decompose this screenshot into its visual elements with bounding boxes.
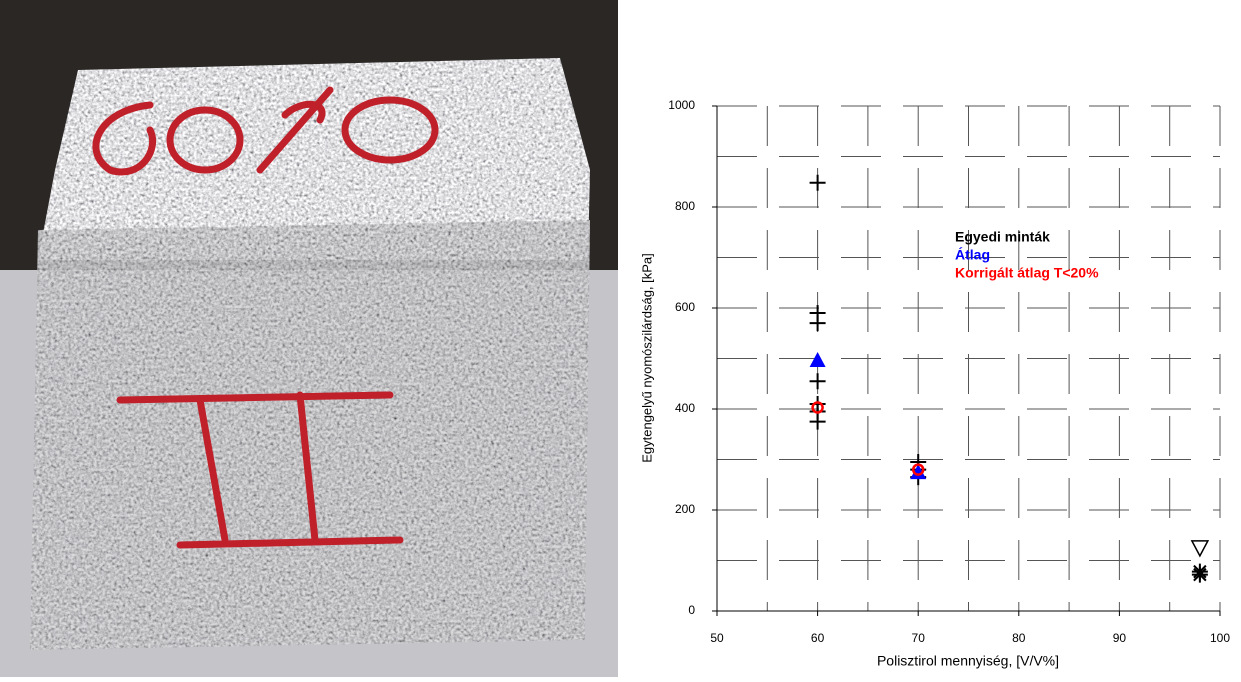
- x-axis-label: Polisztirol mennyiség, [V/V%]: [877, 653, 1059, 669]
- y-tick-label: 600: [675, 300, 695, 314]
- y-tick-label: 400: [675, 401, 695, 415]
- photo: [0, 0, 618, 677]
- y-tick-label: 800: [675, 199, 695, 213]
- scatter-point: [810, 414, 826, 430]
- y-tick-label: 0: [688, 603, 695, 617]
- figure: 506070809010002004006008001000 Egyedi mi…: [0, 0, 1241, 677]
- y-tick-label: 1000: [668, 98, 695, 112]
- scatter-point: [810, 373, 826, 389]
- x-tick-label: 90: [1113, 631, 1127, 645]
- legend-entry: Átlag: [955, 247, 990, 263]
- scatter-point: [1192, 567, 1208, 583]
- x-tick-label: 100: [1210, 631, 1230, 645]
- scatter-point: [810, 352, 826, 367]
- legend-entry: Egyedi minták: [955, 229, 1050, 245]
- x-tick-label: 50: [710, 631, 724, 645]
- legend-entry: Korrigált átlag T<20%: [955, 265, 1099, 281]
- x-tick-label: 80: [1012, 631, 1026, 645]
- scatter-point: [810, 315, 826, 331]
- marker-part: [810, 352, 826, 367]
- y-tick-label: 200: [675, 502, 695, 516]
- scatter-point: [1192, 541, 1208, 556]
- x-tick-label: 60: [811, 631, 825, 645]
- x-tick-label: 70: [912, 631, 926, 645]
- marker-part: [1192, 541, 1208, 556]
- y-axis-label: Egytengelyű nyomószilárdság, [kPa]: [639, 253, 654, 463]
- scatter-point: [810, 175, 826, 191]
